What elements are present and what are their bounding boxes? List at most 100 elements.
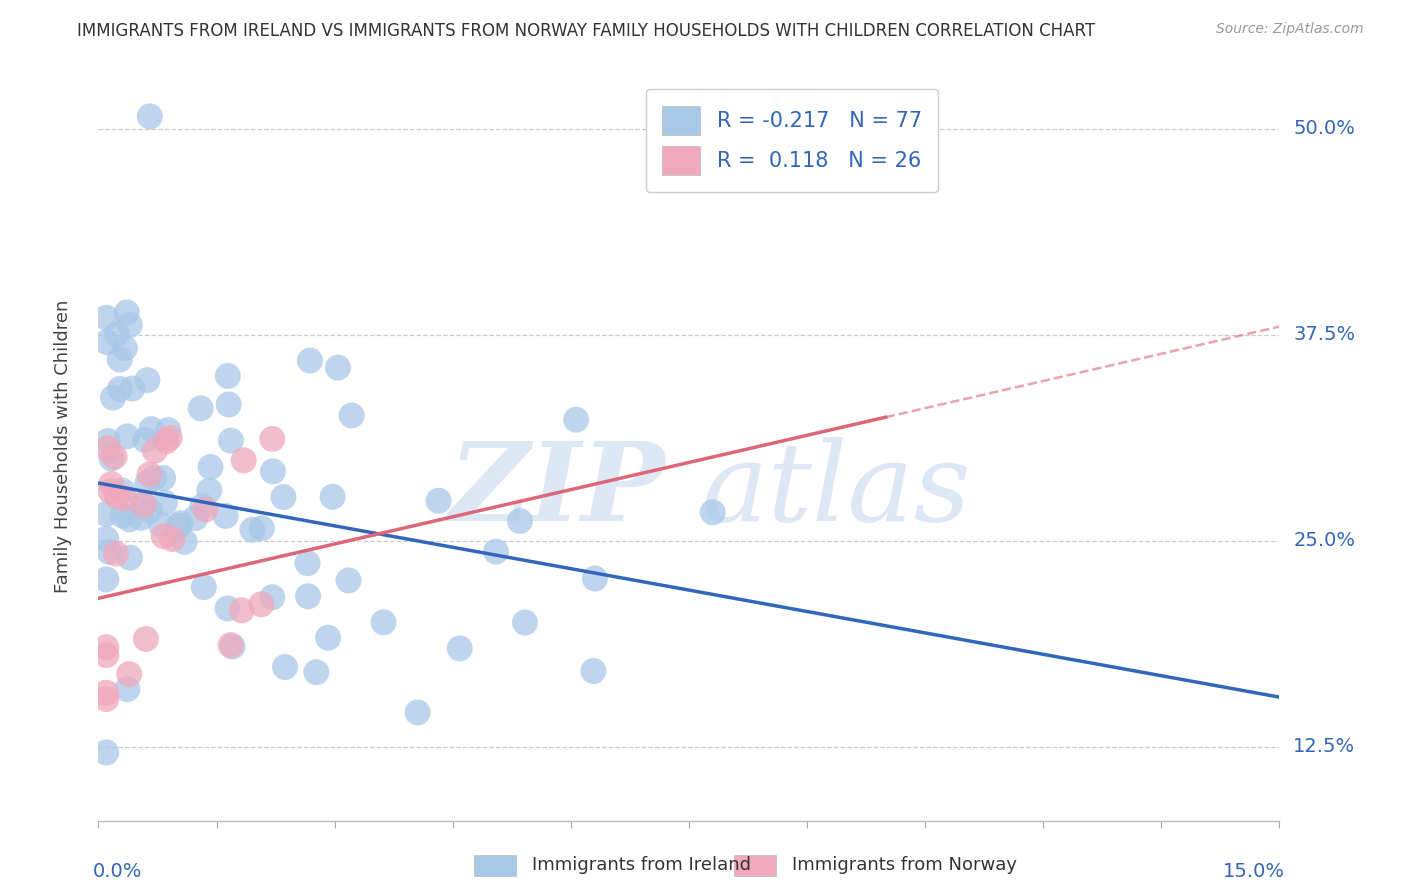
Point: [100, 477, 122, 491]
Point: [129, 510, 152, 524]
Point: [132, 498, 155, 512]
Point: [143, 471, 166, 485]
Point: [96, 746, 118, 760]
Point: [214, 508, 236, 523]
Point: [184, 511, 207, 525]
Text: Immigrants from Ireland: Immigrants from Ireland: [531, 856, 751, 874]
Point: [449, 641, 471, 656]
Point: [167, 519, 190, 533]
Point: [96, 572, 118, 586]
Text: 0.0%: 0.0%: [93, 862, 142, 881]
Text: 15.0%: 15.0%: [1223, 862, 1285, 881]
Point: [155, 434, 177, 449]
Text: 50.0%: 50.0%: [1294, 120, 1355, 138]
Point: [111, 483, 134, 498]
Point: [250, 521, 273, 535]
Point: [108, 382, 131, 396]
Point: [139, 503, 162, 517]
Point: [262, 591, 284, 605]
Point: [219, 638, 242, 652]
Text: IMMIGRANTS FROM IRELAND VS IMMIGRANTS FROM NORWAY FAMILY HOUSEHOLDS WITH CHILDRE: IMMIGRANTS FROM IRELAND VS IMMIGRANTS FR…: [77, 22, 1095, 40]
Point: [509, 514, 531, 528]
Point: [141, 422, 163, 436]
Point: [143, 443, 166, 458]
Y-axis label: Family Households with Children: Family Households with Children: [53, 300, 72, 592]
FancyBboxPatch shape: [734, 855, 776, 876]
Point: [373, 615, 395, 630]
Point: [96, 310, 118, 325]
Point: [118, 550, 141, 565]
Point: [298, 353, 321, 368]
Point: [340, 409, 363, 423]
Point: [406, 706, 429, 720]
Point: [162, 532, 184, 546]
Point: [326, 360, 349, 375]
Point: [200, 460, 222, 475]
Point: [217, 601, 239, 615]
Point: [273, 490, 295, 504]
Point: [316, 631, 339, 645]
Point: [96, 532, 118, 546]
Point: [98, 545, 121, 559]
Text: 12.5%: 12.5%: [1294, 737, 1355, 756]
Point: [118, 318, 141, 332]
Point: [100, 484, 122, 499]
Point: [702, 505, 724, 519]
Point: [297, 556, 319, 570]
Point: [217, 368, 239, 383]
Point: [191, 499, 214, 513]
Point: [240, 523, 263, 537]
Point: [100, 451, 122, 466]
Point: [101, 391, 124, 405]
Point: [218, 397, 240, 411]
Point: [105, 327, 128, 342]
Point: [305, 665, 328, 680]
Point: [198, 483, 221, 498]
Point: [485, 545, 508, 559]
Point: [97, 442, 120, 456]
Point: [114, 341, 136, 355]
Text: Source: ZipAtlas.com: Source: ZipAtlas.com: [1216, 22, 1364, 37]
Point: [96, 334, 118, 349]
Point: [583, 572, 606, 586]
Point: [152, 529, 174, 543]
Point: [118, 512, 141, 526]
Point: [121, 382, 143, 396]
Point: [262, 432, 284, 446]
Point: [194, 502, 217, 516]
Point: [111, 508, 134, 523]
Point: [136, 476, 159, 491]
Point: [337, 574, 360, 588]
Point: [134, 433, 156, 447]
Point: [232, 453, 254, 467]
Point: [135, 632, 157, 646]
Point: [219, 434, 242, 448]
Point: [96, 686, 118, 700]
Text: atlas: atlas: [700, 437, 970, 545]
Point: [96, 648, 118, 662]
Point: [193, 580, 215, 594]
Point: [262, 464, 284, 478]
FancyBboxPatch shape: [474, 855, 516, 876]
Point: [108, 352, 131, 367]
Point: [117, 682, 139, 697]
Point: [157, 423, 180, 437]
Point: [169, 516, 191, 530]
Point: [138, 467, 160, 482]
Point: [96, 507, 118, 521]
Point: [565, 412, 588, 426]
Point: [322, 490, 344, 504]
Point: [136, 373, 159, 387]
Point: [427, 493, 450, 508]
Point: [118, 667, 141, 681]
Point: [274, 660, 297, 674]
Point: [513, 615, 536, 630]
Point: [132, 497, 155, 511]
Point: [159, 431, 181, 445]
Point: [250, 597, 273, 611]
Legend: R = -0.217   N = 77, R =  0.118   N = 26: R = -0.217 N = 77, R = 0.118 N = 26: [645, 89, 938, 192]
Point: [582, 664, 605, 678]
Point: [221, 640, 243, 654]
Text: 37.5%: 37.5%: [1294, 326, 1355, 344]
Text: 25.0%: 25.0%: [1294, 532, 1355, 550]
